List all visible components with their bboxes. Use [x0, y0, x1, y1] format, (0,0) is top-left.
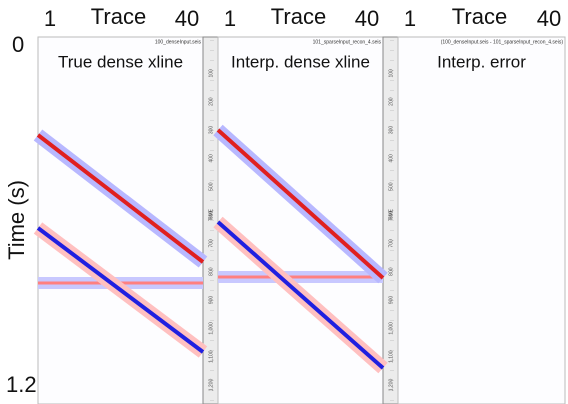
panel-title: Interp. error: [437, 52, 526, 71]
y-label: Time (s): [4, 180, 29, 260]
panel-3: [398, 37, 565, 404]
ruler-tick: 1,000: [388, 322, 394, 335]
ruler-tick: 500: [388, 182, 394, 191]
ruler-tick: 100: [208, 69, 214, 78]
ruler-tick: 800: [388, 267, 394, 276]
trace-end: 40: [355, 6, 379, 31]
ruler-tick: 900: [388, 296, 394, 305]
trace-start: 1: [404, 6, 416, 31]
trace-end: 40: [175, 6, 199, 31]
ruler-tick: 700: [208, 239, 214, 248]
ruler-tick: 700: [388, 239, 394, 248]
file-name: (100_denseInput.seis - 101_sparseInput_r…: [441, 39, 564, 45]
file-name: 101_sparseInput_recon_4.seis: [313, 39, 382, 45]
ruler-tick: 1,200: [208, 379, 214, 392]
ruler-tick: 500: [208, 182, 214, 191]
ruler-tick: 1,100: [208, 350, 214, 363]
ruler-tick: 800: [208, 267, 214, 276]
ruler-tick: 200: [388, 97, 394, 106]
panel-1: [38, 37, 203, 404]
ruler-tick: 900: [208, 296, 214, 305]
ruler-tick: 1,200: [388, 379, 394, 392]
ruler-tick: 200: [208, 97, 214, 106]
panel-title: True dense xline: [58, 52, 183, 71]
ruler-tick: 1,100: [388, 350, 394, 363]
ruler-label: TIME: [388, 208, 394, 221]
trace-start: 1: [44, 6, 56, 31]
y-top: 0: [12, 32, 24, 57]
y-bottom: 1.2: [6, 372, 37, 397]
ruler-label: TIME: [208, 208, 214, 221]
trace-label: Trace: [91, 4, 146, 29]
ruler-tick: 1,000: [208, 322, 214, 335]
ruler-tick: 300: [208, 126, 214, 135]
file-name: 100_denseInput.seis: [155, 39, 202, 45]
trace-end: 40: [537, 6, 561, 31]
ruler-tick: 400: [388, 154, 394, 163]
figure: 0 1.2 Time (s) 1 Trace 40 True dense xline 1…: [0, 0, 568, 404]
ruler-tick: 300: [388, 126, 394, 135]
trace-label: Trace: [452, 4, 507, 29]
panel-title: Interp. dense xline: [231, 52, 370, 71]
trace-label: Trace: [271, 4, 326, 29]
ruler-tick: 400: [208, 154, 214, 163]
trace-start: 1: [224, 6, 236, 31]
ruler-tick: 100: [388, 69, 394, 78]
